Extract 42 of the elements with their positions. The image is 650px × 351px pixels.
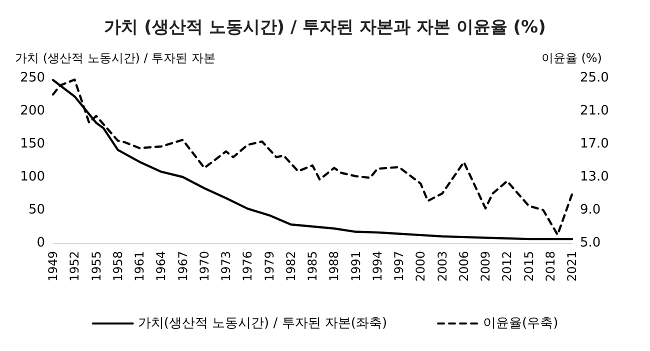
x-tick-label: 1982 [284,251,298,282]
x-tick-label: 1967 [176,251,190,282]
y-tick-label: 250 [20,70,45,86]
legend-label: 가치(생산적 노동시간) / 투자된 자본(좌축) [138,316,388,331]
y2-tick-label: 17.0 [580,136,609,152]
x-tick-label: 1958 [110,251,125,282]
y-tick-label: 200 [20,104,45,118]
chart-title: 가치 (생산적 노동시간) / 투자된 자본과 자본 이윤율 (%) [104,18,546,38]
y-axis-title: 가치 (생산적 노동시간) / 투자된 자본 [15,51,216,65]
x-tick-label: 1949 [46,251,60,282]
y-tick-label: 50 [28,202,45,218]
y2-tick-label: 9.0 [580,202,601,218]
x-tick-label: 2012 [500,251,514,282]
x-tick-label: 1952 [68,251,82,282]
y2-tick-label: 13.0 [580,170,609,184]
x-tick-label: 1994 [370,251,384,282]
x-tick-label: 1988 [327,251,342,282]
x-tick-label: 1961 [132,251,146,282]
x-tick-label: 2000 [414,251,428,282]
y2-axis-title: 이윤율 (%) [541,51,602,65]
x-tick-label: 2021 [565,251,579,282]
x-tick-label: 1985 [306,251,320,282]
x-tick-label: 2009 [478,251,492,282]
y-tick-label: 0 [36,236,45,250]
y2-tick-label: 25.0 [580,70,609,86]
y-tick-label: 150 [20,136,45,152]
x-tick-label: 2003 [435,251,450,282]
legend-label: 이윤율(우축) [483,316,558,331]
x-tick-label: 2018 [543,251,558,282]
x-tick-label: 1979 [262,251,276,282]
x-tick-label: 2006 [456,251,471,282]
y2-tick-label: 21.0 [580,104,609,118]
x-tick-label: 1973 [219,251,233,282]
x-tick-label: 1997 [392,251,406,282]
x-tick-label: 1964 [154,251,168,282]
x-tick-label: 1970 [197,251,212,282]
x-tick-label: 2015 [522,251,536,282]
x-tick-label: 1955 [89,251,104,282]
y-tick-label: 100 [20,170,45,184]
x-tick-label: 1976 [240,251,255,282]
y2-tick-label: 5.0 [580,236,601,250]
x-tick-label: 1991 [348,251,363,282]
